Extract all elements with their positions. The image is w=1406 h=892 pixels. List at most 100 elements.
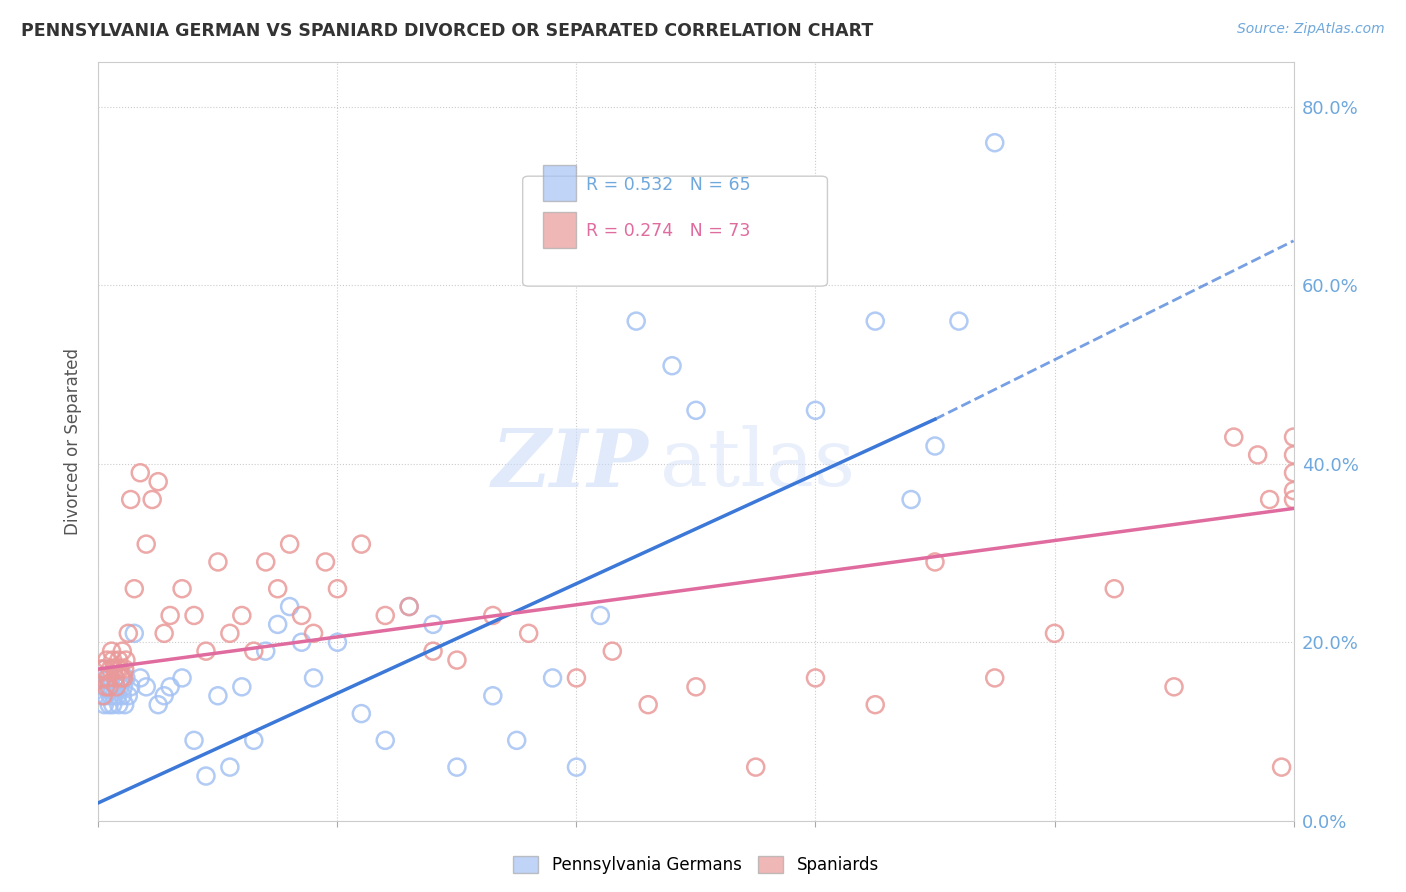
Point — [398, 599, 420, 614]
Point — [924, 439, 946, 453]
Point — [1271, 760, 1294, 774]
Point — [115, 671, 138, 685]
Point — [374, 733, 396, 747]
Point — [105, 680, 128, 694]
Point — [103, 689, 125, 703]
Point — [183, 608, 205, 623]
Point — [110, 671, 132, 685]
Point — [267, 582, 290, 596]
Point — [685, 680, 707, 694]
Point — [685, 403, 707, 417]
Point — [108, 662, 131, 676]
Point — [865, 314, 887, 328]
Point — [219, 760, 242, 774]
Point — [91, 671, 114, 685]
Point — [231, 608, 253, 623]
Point — [110, 671, 132, 685]
Point — [105, 680, 128, 694]
Point — [172, 671, 194, 685]
Point — [90, 671, 112, 685]
Point — [565, 760, 588, 774]
Point — [865, 698, 887, 712]
Text: atlas: atlas — [661, 425, 855, 503]
Point — [254, 555, 277, 569]
Point — [141, 492, 163, 507]
Point — [1104, 582, 1126, 596]
Point — [1258, 492, 1281, 507]
Point — [129, 466, 152, 480]
Point — [302, 671, 325, 685]
Point — [243, 733, 266, 747]
Point — [517, 626, 540, 640]
Point — [98, 698, 121, 712]
Point — [117, 689, 139, 703]
Point — [108, 680, 131, 694]
Text: PENNSYLVANIA GERMAN VS SPANIARD DIVORCED OR SEPARATED CORRELATION CHART: PENNSYLVANIA GERMAN VS SPANIARD DIVORCED… — [21, 22, 873, 40]
Point — [637, 698, 659, 712]
Point — [129, 671, 152, 685]
Point — [100, 644, 122, 658]
Point — [93, 698, 115, 712]
Point — [115, 653, 138, 667]
Point — [153, 689, 176, 703]
Point — [984, 136, 1007, 150]
Point — [107, 653, 129, 667]
Point — [446, 760, 468, 774]
Text: R = 0.532   N = 65: R = 0.532 N = 65 — [586, 177, 751, 194]
Point — [124, 626, 146, 640]
Legend: Pennsylvania Germans, Spaniards: Pennsylvania Germans, Spaniards — [506, 849, 886, 880]
Point — [1247, 448, 1270, 462]
Point — [1282, 492, 1305, 507]
Point — [148, 475, 170, 489]
Point — [91, 689, 114, 703]
Point — [422, 644, 444, 658]
Point — [207, 555, 229, 569]
Point — [97, 671, 120, 685]
Y-axis label: Divorced or Separated: Divorced or Separated — [65, 348, 83, 535]
Point — [804, 403, 827, 417]
Point — [104, 671, 127, 685]
Text: R = 0.274   N = 73: R = 0.274 N = 73 — [586, 222, 751, 240]
Point — [398, 599, 420, 614]
Point — [482, 608, 505, 623]
Point — [98, 680, 121, 694]
Point — [243, 644, 266, 658]
Point — [278, 599, 301, 614]
Point — [350, 706, 373, 721]
Point — [231, 680, 253, 694]
Point — [98, 662, 122, 676]
Point — [100, 680, 122, 694]
Point — [900, 492, 922, 507]
Point — [267, 617, 290, 632]
Point — [91, 680, 114, 694]
Point — [1282, 448, 1305, 462]
Point — [97, 680, 120, 694]
Point — [602, 644, 624, 658]
Point — [107, 662, 129, 676]
Point — [153, 626, 176, 640]
Point — [948, 314, 970, 328]
Point — [291, 635, 314, 649]
Point — [291, 608, 314, 623]
Point — [114, 698, 136, 712]
FancyBboxPatch shape — [543, 165, 576, 202]
Point — [589, 608, 612, 623]
Point — [1282, 466, 1305, 480]
Point — [94, 680, 117, 694]
Point — [135, 680, 157, 694]
Point — [745, 180, 768, 194]
Point — [1163, 680, 1185, 694]
Point — [506, 733, 529, 747]
Point — [984, 671, 1007, 685]
Point — [446, 653, 468, 667]
Point — [183, 733, 205, 747]
Point — [93, 662, 115, 676]
Point — [112, 671, 135, 685]
Point — [98, 689, 122, 703]
Point — [565, 671, 588, 685]
Point — [541, 671, 564, 685]
Point — [91, 689, 114, 703]
Point — [148, 698, 170, 712]
Point — [159, 680, 181, 694]
Point — [1282, 483, 1305, 498]
